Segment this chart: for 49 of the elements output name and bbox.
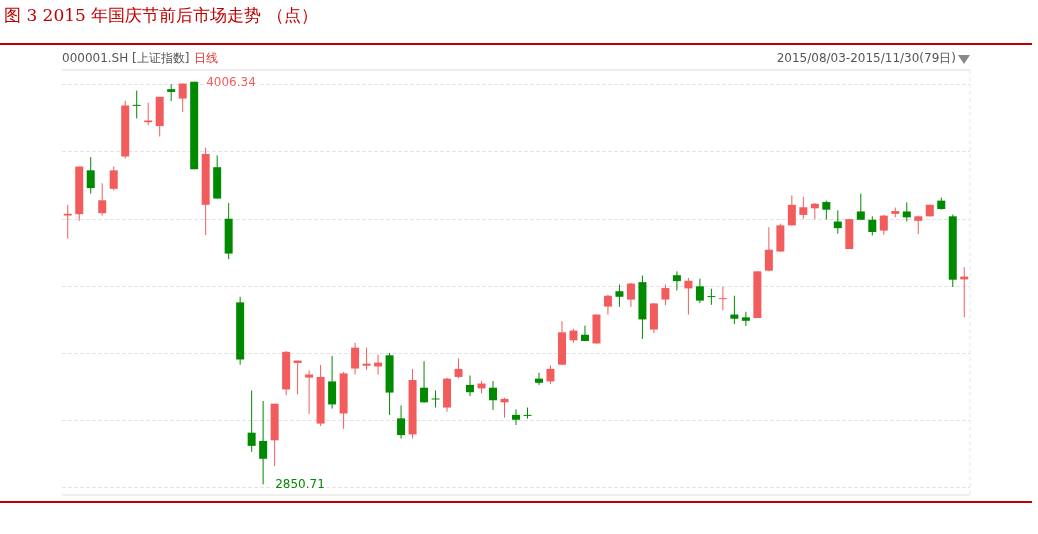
candlestick <box>741 311 750 327</box>
candlestick <box>523 407 532 420</box>
candlestick <box>132 90 141 119</box>
candlestick <box>247 389 256 453</box>
candlestick <box>764 226 773 272</box>
candlestick <box>305 369 314 415</box>
candlestick <box>902 201 911 223</box>
candlestick <box>730 295 739 325</box>
candlestick <box>822 200 831 220</box>
annotation: 4006.34 <box>206 74 256 89</box>
text: 2015/08/03-2015/11/30(79日) <box>776 51 957 65</box>
candlestick <box>534 372 543 386</box>
candlestick <box>351 342 360 375</box>
candlestick <box>178 83 187 113</box>
candlestick <box>362 347 371 371</box>
candlestick <box>615 284 624 308</box>
candlestick <box>684 277 693 316</box>
candlestick <box>489 380 498 411</box>
candlestick <box>603 294 612 316</box>
candlestick <box>98 182 107 217</box>
candlestick <box>718 286 727 311</box>
candlestick <box>695 278 704 304</box>
candlestick <box>328 355 337 410</box>
candlestick <box>86 156 95 195</box>
candlestick <box>420 360 429 404</box>
candlestick <box>397 404 406 440</box>
candlestick <box>259 400 268 485</box>
candlestick <box>431 389 440 409</box>
candlestick <box>661 284 670 306</box>
candlestick <box>707 288 716 306</box>
chart-subtitle: 000001.SH [上证指数] <box>62 51 190 65</box>
candlestick <box>856 193 865 221</box>
annotation: 2850.71 <box>275 477 325 492</box>
candlestick <box>672 270 681 292</box>
candlestick <box>626 282 635 308</box>
candlestick <box>454 357 463 379</box>
candlestick <box>879 214 888 236</box>
candlestick <box>546 364 555 385</box>
candlestick <box>833 209 842 235</box>
candlestick <box>580 325 589 342</box>
candlestick <box>787 194 796 227</box>
candlestick <box>63 204 72 240</box>
candlestick <box>109 166 118 192</box>
candlestick <box>466 375 475 397</box>
candlestick <box>868 215 877 236</box>
text: 日线 <box>194 51 218 65</box>
chart-title: 图 3 2015 年国庆节前后市场走势 （点） <box>4 4 318 25</box>
candlestick <box>512 408 520 426</box>
candlestick <box>799 196 808 220</box>
